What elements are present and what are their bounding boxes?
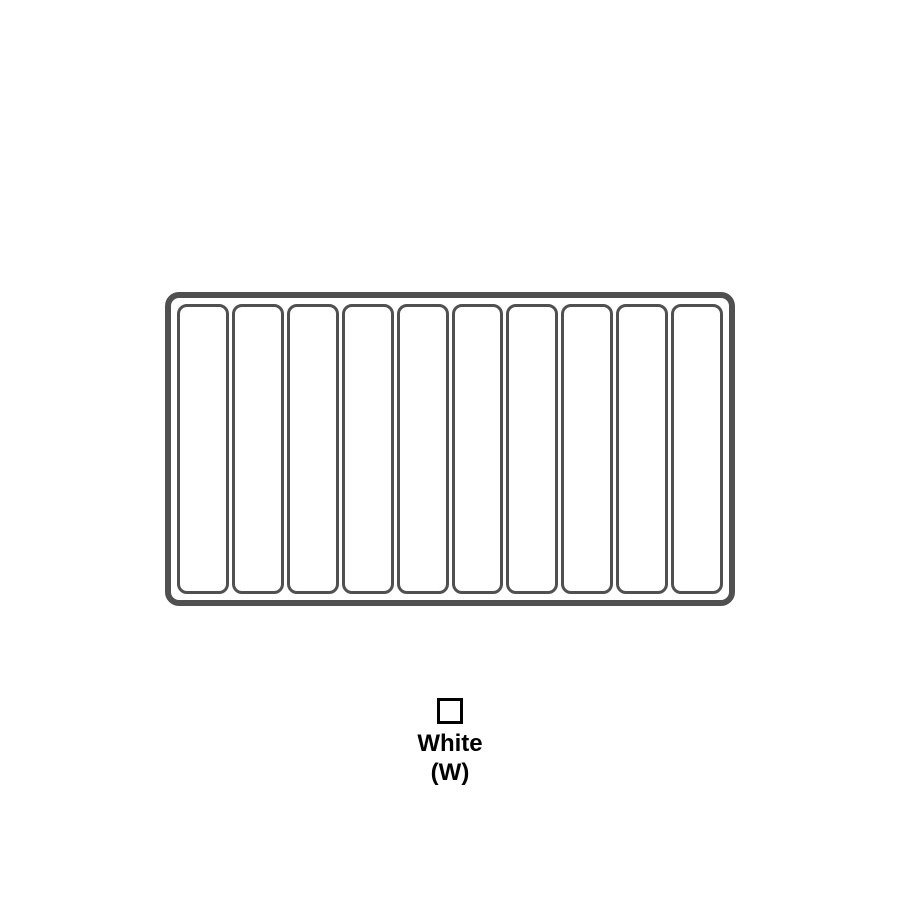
color-swatch-block: White (W) (0, 698, 900, 788)
tray-slot (397, 304, 449, 594)
tray-slot (287, 304, 339, 594)
tray-slot (232, 304, 284, 594)
tray-slot (616, 304, 668, 594)
tray-slot (671, 304, 723, 594)
color-swatch-label: White (417, 730, 482, 759)
tray-slot (452, 304, 504, 594)
tray-slot (506, 304, 558, 594)
tray-diagram (165, 292, 735, 606)
color-swatch-box (437, 698, 463, 724)
tray-slot (561, 304, 613, 594)
tray-slot (342, 304, 394, 594)
tray-slot (177, 304, 229, 594)
color-swatch-code: (W) (431, 759, 470, 788)
